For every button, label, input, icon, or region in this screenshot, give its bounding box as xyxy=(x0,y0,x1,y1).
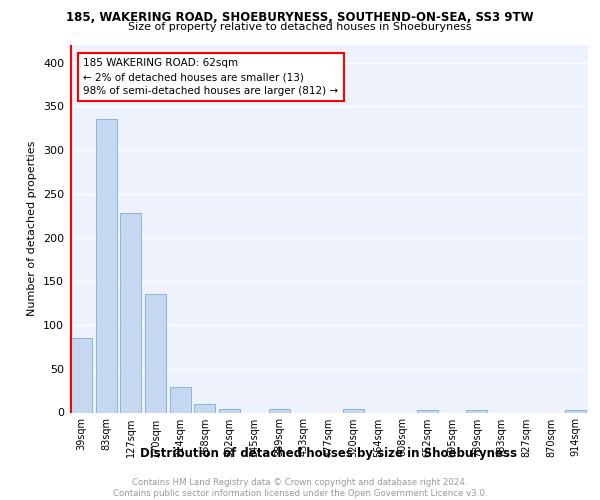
Bar xyxy=(145,294,166,412)
Bar xyxy=(417,410,438,412)
Bar xyxy=(120,213,141,412)
Bar xyxy=(269,409,290,412)
Text: 185, WAKERING ROAD, SHOEBURYNESS, SOUTHEND-ON-SEA, SS3 9TW: 185, WAKERING ROAD, SHOEBURYNESS, SOUTHE… xyxy=(66,11,534,24)
Bar xyxy=(71,338,92,412)
Text: Contains HM Land Registry data © Crown copyright and database right 2024.
Contai: Contains HM Land Registry data © Crown c… xyxy=(113,478,487,498)
Bar xyxy=(343,409,364,412)
Text: 185 WAKERING ROAD: 62sqm
← 2% of detached houses are smaller (13)
98% of semi-de: 185 WAKERING ROAD: 62sqm ← 2% of detache… xyxy=(83,58,338,96)
Text: Distribution of detached houses by size in Shoeburyness: Distribution of detached houses by size … xyxy=(140,448,517,460)
Bar xyxy=(170,387,191,412)
Bar xyxy=(565,410,586,412)
Bar xyxy=(95,120,116,412)
Text: Size of property relative to detached houses in Shoeburyness: Size of property relative to detached ho… xyxy=(128,22,472,32)
Bar xyxy=(219,409,240,412)
Bar xyxy=(466,410,487,412)
Bar xyxy=(194,404,215,412)
Y-axis label: Number of detached properties: Number of detached properties xyxy=(28,141,37,316)
